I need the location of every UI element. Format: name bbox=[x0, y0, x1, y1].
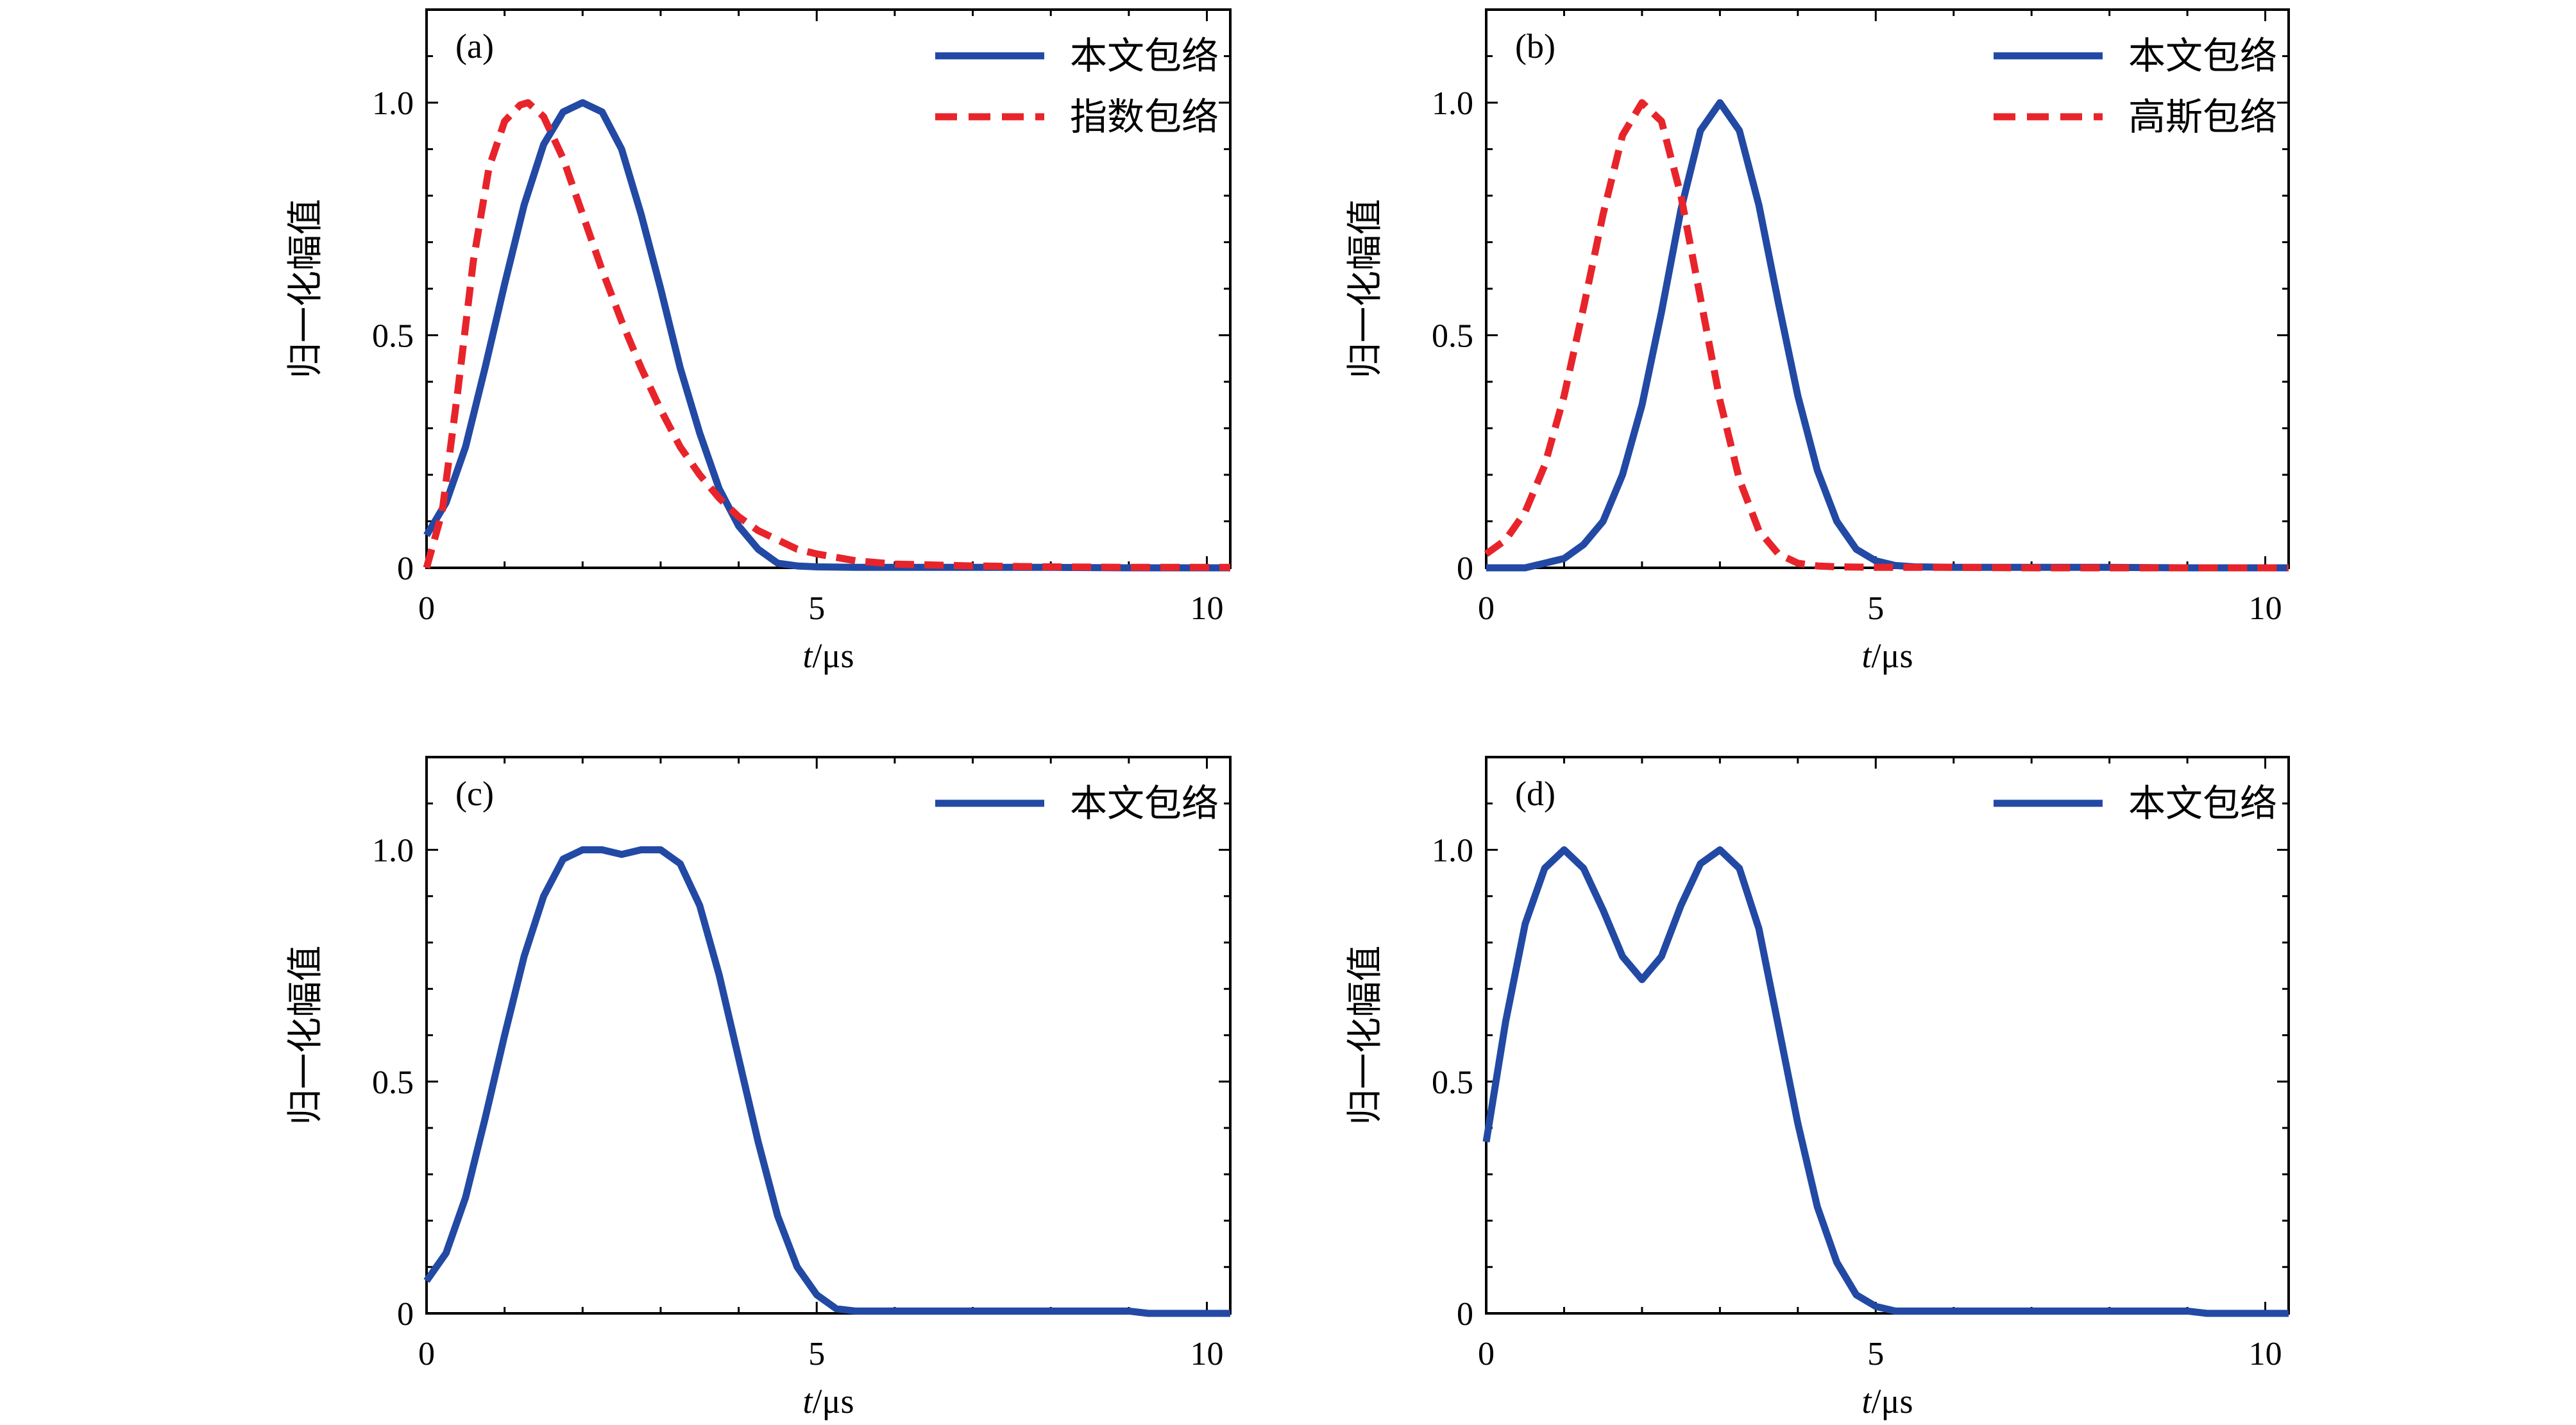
x-tick-label: 5 bbox=[808, 1336, 825, 1372]
y-tick-label: 0.5 bbox=[1432, 1064, 1473, 1101]
x-tick-label: 0 bbox=[418, 590, 435, 627]
x-axis-variable: t bbox=[1862, 636, 1873, 675]
series-line-1 bbox=[423, 99, 1230, 572]
y-tick-label: 0.5 bbox=[372, 1064, 414, 1101]
legend-label-1: 本文包络 bbox=[1070, 34, 1219, 78]
x-axis-variable: t bbox=[1862, 1382, 1873, 1421]
chart-panel-d: 0 5 10 0 0.5 1.0 归一化幅值 t/μs (d) 本文包络 bbox=[1344, 756, 2290, 1421]
y-tick-label: 1.0 bbox=[372, 833, 414, 869]
y-tick-label: 1.0 bbox=[372, 85, 414, 122]
panel-label: (a) bbox=[455, 27, 494, 65]
y-tick-label: 0 bbox=[397, 550, 414, 587]
x-tick-label: 10 bbox=[1191, 590, 1224, 627]
x-axis-label: t/μs bbox=[803, 1382, 854, 1421]
x-axis-variable: t bbox=[803, 1382, 814, 1421]
plot-frame bbox=[1485, 8, 2290, 569]
x-tick-label: 0 bbox=[1478, 590, 1495, 627]
x-tick-label: 0 bbox=[418, 1336, 435, 1372]
x-axis-unit: /μs bbox=[813, 1382, 854, 1421]
x-axis-variable: t bbox=[803, 636, 814, 675]
x-tick-label: 10 bbox=[2249, 590, 2282, 627]
series-line-1 bbox=[1486, 99, 2289, 572]
legend-label-1: 本文包络 bbox=[2128, 34, 2277, 78]
y-tick-label: 1.0 bbox=[1432, 833, 1473, 869]
y-tick-label: 0.5 bbox=[1432, 318, 1473, 355]
panel-label: (d) bbox=[1515, 774, 1555, 813]
y-axis-label: 归一化幅值 bbox=[1344, 199, 1386, 379]
y-axis-label: 归一化幅值 bbox=[285, 946, 326, 1125]
x-axis-label: t/μs bbox=[1862, 636, 1913, 675]
x-axis-unit: /μs bbox=[1872, 636, 1913, 675]
x-tick-label: 5 bbox=[1867, 1336, 1884, 1372]
legend-label-1: 本文包络 bbox=[2128, 781, 2277, 825]
x-axis-unit: /μs bbox=[1872, 1382, 1913, 1421]
x-axis-label: t/μs bbox=[803, 636, 854, 675]
y-tick-label: 0 bbox=[1457, 550, 1473, 587]
legend-label-2: 指数包络 bbox=[1070, 95, 1219, 139]
plot-frame bbox=[425, 756, 1232, 1315]
x-tick-label: 0 bbox=[1478, 1336, 1495, 1372]
y-tick-label: 0 bbox=[397, 1296, 414, 1333]
series-line-2 bbox=[1484, 99, 2289, 572]
series-line-1 bbox=[1482, 846, 2289, 1317]
x-axis-label: t/μs bbox=[1862, 1382, 1913, 1421]
x-axis-unit: /μs bbox=[813, 636, 854, 675]
plot-frame bbox=[425, 8, 1232, 569]
x-tick-label: 5 bbox=[808, 590, 825, 627]
y-axis-label: 归一化幅值 bbox=[1344, 946, 1386, 1125]
panel-label: (b) bbox=[1515, 27, 1555, 65]
x-tick-label: 5 bbox=[1867, 590, 1884, 627]
y-axis-label: 归一化幅值 bbox=[285, 199, 326, 379]
y-tick-label: 1.0 bbox=[1432, 85, 1473, 122]
panel-label: (c) bbox=[455, 774, 494, 813]
series-line-1 bbox=[423, 846, 1230, 1317]
plot-frame bbox=[1485, 756, 2290, 1315]
x-tick-label: 10 bbox=[1191, 1336, 1224, 1372]
legend-label-2: 高斯包络 bbox=[2128, 95, 2277, 139]
series-line-2 bbox=[423, 99, 1230, 571]
chart-panel-c: 0 5 10 0 0.5 1.0 归一化幅值 t/μs (c) 本文包络 bbox=[285, 756, 1232, 1421]
legend-label-1: 本文包络 bbox=[1070, 781, 1219, 825]
y-tick-label: 0.5 bbox=[372, 318, 414, 355]
y-tick-label: 0 bbox=[1457, 1296, 1473, 1333]
x-tick-label: 10 bbox=[2249, 1336, 2282, 1372]
